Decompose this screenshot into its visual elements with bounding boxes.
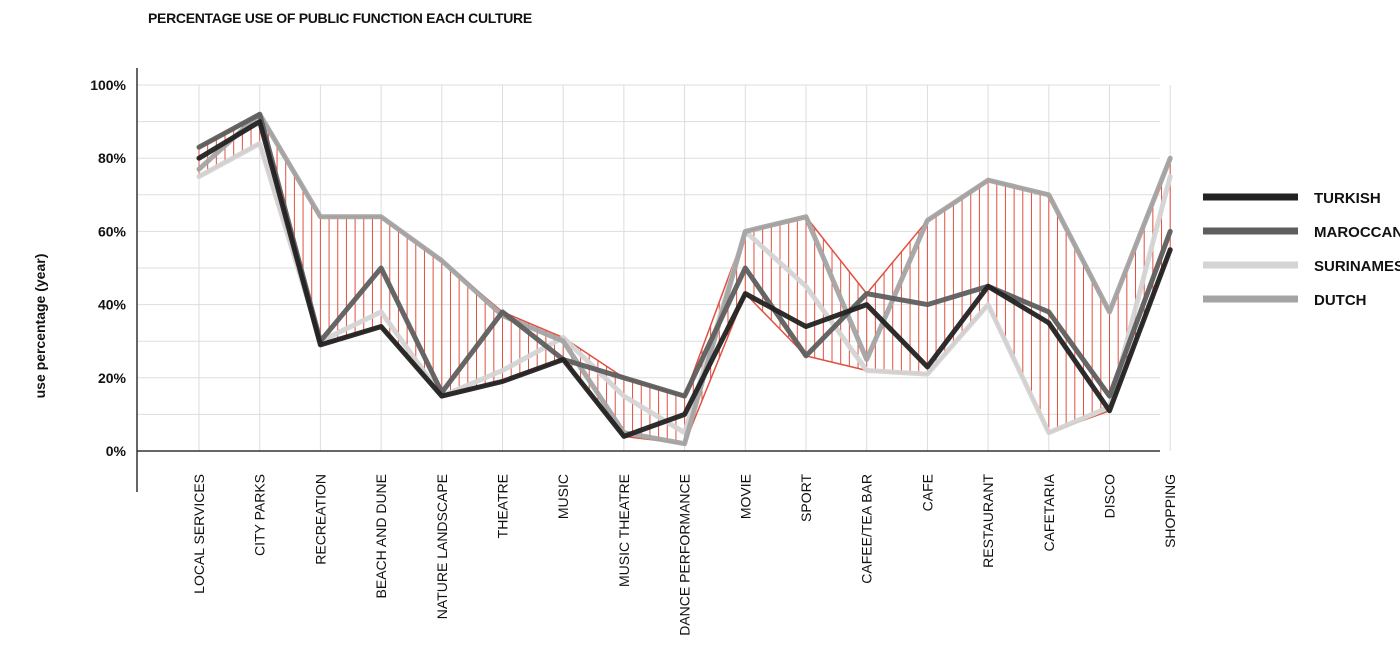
- series-line-maroccan: [196, 111, 1173, 399]
- y-tick-label: 40%: [98, 297, 127, 313]
- y-tick-label: 100%: [90, 77, 126, 93]
- x-tick-label: SHOPPING: [1162, 474, 1178, 548]
- axes: [136, 68, 1160, 492]
- y-tick-label: 80%: [98, 150, 127, 166]
- legend-label-turkish: TURKISH: [1314, 190, 1381, 207]
- x-tick-label: MUSIC THEATRE: [616, 474, 632, 587]
- y-tick-label: 0%: [106, 443, 127, 459]
- legend-label-dutch: DUTCH: [1314, 292, 1367, 309]
- series-line-dutch: [196, 111, 1173, 447]
- x-tick-label: THEATRE: [495, 474, 511, 538]
- grid: [137, 84, 1171, 452]
- axis-labels: 0% 20% 40% 60% 80% 100% LOCAL SERVICES CITY PAR…: [90, 77, 1178, 636]
- series-line-surinamese: [196, 141, 1173, 436]
- y-tick-label: 20%: [98, 370, 127, 386]
- x-tick-label: DANCE PERFORMANCE: [677, 474, 693, 636]
- legend: TURKISH MAROCCAN SURINAMESE DUTCH: [1203, 190, 1400, 309]
- legend-label-maroccan: MAROCCAN: [1314, 224, 1400, 241]
- chart-title: PERCENTAGE USE OF PUBLIC FUNCTION EACH C…: [148, 10, 532, 26]
- series-line-turkish: [196, 119, 1173, 439]
- legend-label-surinamese: SURINAMESE: [1314, 258, 1400, 275]
- x-tick-label: MOVIE: [737, 474, 753, 519]
- x-tick-label: RESTAURANT: [980, 474, 996, 568]
- x-tick-label: CAFE: [919, 474, 935, 511]
- series-lines: [196, 111, 1173, 447]
- x-tick-label: LOCAL SERVICES: [191, 474, 207, 594]
- x-tick-label: CAFETARIA: [1041, 473, 1057, 551]
- x-tick-label: SPORT: [798, 474, 814, 522]
- x-tick-label: NATURE LANDSCAPE: [434, 474, 450, 619]
- x-tick-label: MUSIC: [555, 474, 571, 519]
- x-tick-label: BEACH AND DUNE: [373, 474, 389, 598]
- x-tick-label: DISCO: [1102, 474, 1118, 518]
- x-tick-label: RECREATION: [312, 474, 328, 565]
- x-tick-label: CITY PARKS: [252, 474, 268, 556]
- x-tick-label: CAFEE/TEA BAR: [859, 474, 875, 584]
- y-tick-label: 60%: [98, 223, 127, 239]
